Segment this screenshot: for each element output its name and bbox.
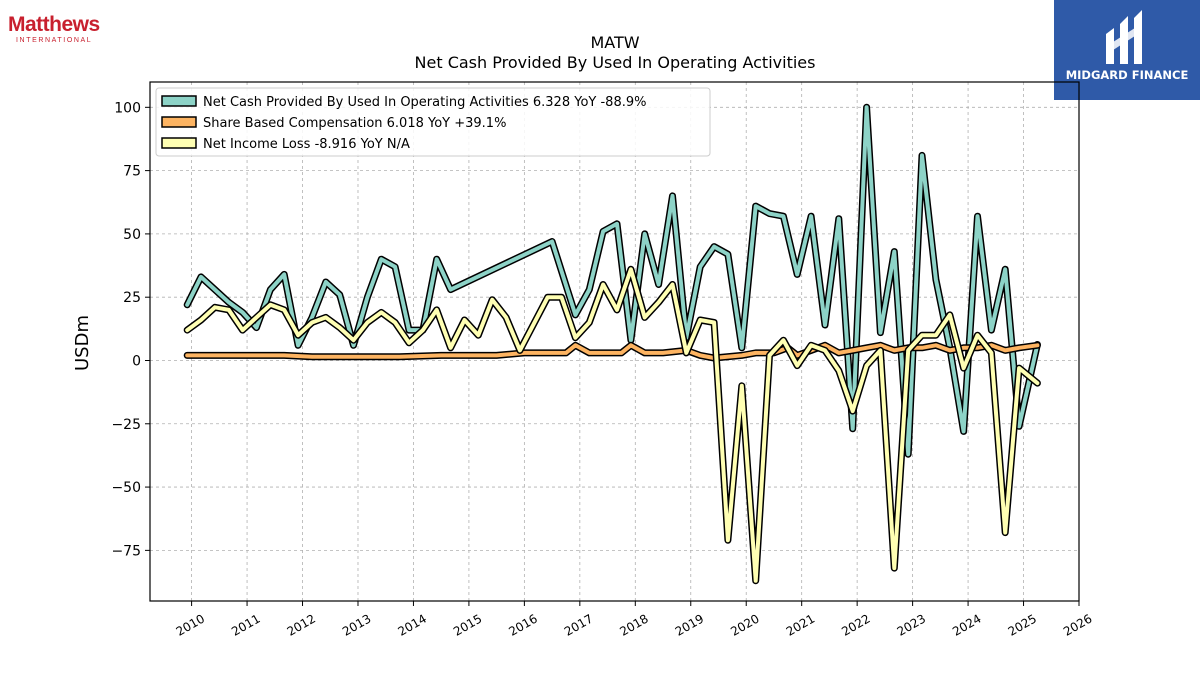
- y-tick-label: −25: [111, 417, 141, 433]
- legend-label: Net Cash Provided By Used In Operating A…: [203, 95, 646, 110]
- matthews-logo-sub: INTERNATIONAL: [16, 37, 93, 44]
- legend-label: Net Income Loss -8.916 YoY N/A: [203, 137, 410, 152]
- y-tick-label: 0: [132, 353, 141, 369]
- x-tick-label: 2024: [950, 611, 983, 638]
- x-tick-label: 2022: [839, 611, 872, 638]
- x-tick-label: 2018: [617, 611, 650, 638]
- legend-swatch: [161, 95, 197, 107]
- x-tick-label: 2012: [285, 611, 318, 638]
- midgard-logo-name: MIDGARD FINANCE: [1065, 68, 1189, 82]
- y-tick-label: −75: [111, 543, 141, 559]
- x-tick-label: 2026: [1061, 611, 1094, 638]
- y-axis-label: USDm: [72, 315, 93, 371]
- x-tick-label: 2021: [784, 611, 817, 638]
- x-tick-label: 2011: [229, 611, 262, 638]
- y-tick-label: 50: [123, 227, 141, 243]
- legend-swatch: [161, 137, 197, 149]
- series-2: [183, 341, 1041, 362]
- x-tick-label: 2023: [895, 611, 928, 638]
- x-tick-label: 2020: [728, 611, 761, 638]
- x-tick-label: 2015: [451, 611, 484, 638]
- series-1: [183, 103, 1041, 458]
- matthews-logo-brand: Matthews: [8, 13, 100, 36]
- y-tick-label: 25: [123, 290, 141, 306]
- legend-swatch: [161, 116, 197, 128]
- plot-frame: [149, 81, 1080, 602]
- axis-ticks: 2010 2011 2012 2013 2014 2015 2016 2017 2018 2019…: [111, 100, 1094, 639]
- series-3: [183, 265, 1041, 585]
- y-tick-label: 100: [114, 100, 141, 116]
- x-tick-label: 2014: [395, 611, 428, 638]
- x-tick-label: 2016: [506, 611, 539, 638]
- midgard-finance-logo: MIDGARD FINANCE: [1054, 0, 1200, 100]
- series-line: [185, 343, 1040, 360]
- x-tick-label: 2019: [673, 611, 706, 638]
- x-tick-label: 2017: [562, 611, 595, 638]
- matthews-logo: Matthews INTERNATIONAL: [8, 14, 118, 54]
- x-tick-label: 2013: [340, 611, 373, 638]
- x-tick-label: 2025: [1006, 611, 1039, 638]
- series-lines: [183, 103, 1041, 585]
- legend-box: [155, 87, 711, 157]
- legend-label: Share Based Compensation 6.018 YoY +39.1…: [203, 116, 506, 131]
- midgard-emblem-icon: [1106, 10, 1142, 64]
- series-line: [185, 267, 1040, 583]
- legend: Net Cash Provided By Used In Operating A…: [155, 87, 711, 157]
- chart-title: MATW: [590, 33, 639, 52]
- series-line: [185, 105, 1040, 457]
- y-tick-label: 75: [123, 164, 141, 180]
- chart-subtitle: Net Cash Provided By Used In Operating A…: [415, 53, 816, 72]
- y-tick-label: −50: [111, 480, 141, 496]
- x-tick-label: 2010: [174, 611, 207, 638]
- grid-lines: [150, 82, 1080, 601]
